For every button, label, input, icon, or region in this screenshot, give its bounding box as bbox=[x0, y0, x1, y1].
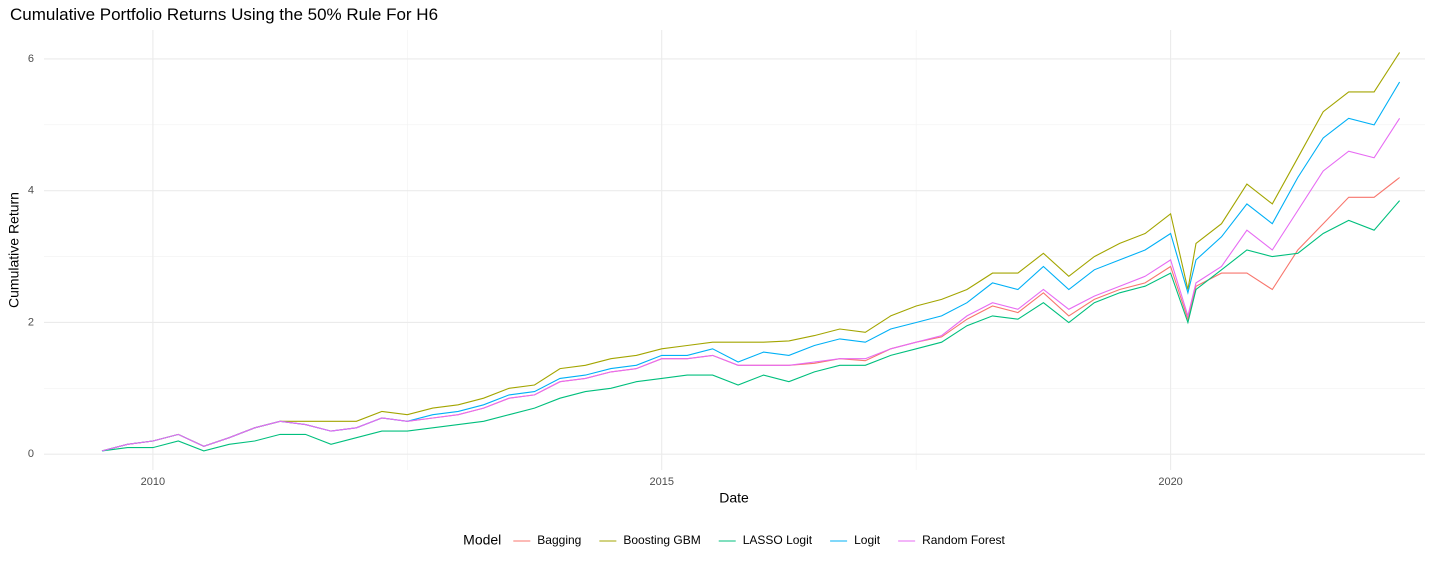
y-axis-title: Cumulative Return bbox=[6, 192, 22, 308]
x-tick-label: 2015 bbox=[649, 476, 673, 488]
chart-title: Cumulative Portfolio Returns Using the 5… bbox=[10, 5, 438, 24]
legend-label: Random Forest bbox=[922, 533, 1005, 547]
legend: Model Bagging Boosting GBM LASSO Logit Logit… bbox=[463, 532, 1005, 548]
legend-label: Boosting GBM bbox=[623, 533, 700, 547]
legend-title: Model bbox=[463, 532, 501, 548]
x-tick-label: 2010 bbox=[141, 476, 165, 488]
series-line bbox=[101, 81, 1401, 452]
x-axis-title: Date bbox=[719, 490, 749, 506]
series-line bbox=[101, 52, 1401, 452]
x-tick-label: 2020 bbox=[1158, 476, 1182, 488]
y-tick-label: 0 bbox=[28, 448, 34, 460]
legend-label: Logit bbox=[854, 533, 881, 547]
series-line bbox=[101, 118, 1401, 452]
grid bbox=[44, 30, 1425, 470]
legend-label: LASSO Logit bbox=[743, 533, 813, 547]
legend-label: Bagging bbox=[537, 533, 581, 547]
y-tick-label: 4 bbox=[28, 185, 34, 197]
series-line bbox=[101, 200, 1401, 452]
y-tick-label: 6 bbox=[28, 53, 34, 65]
y-tick-label: 2 bbox=[28, 316, 34, 328]
series-line bbox=[101, 177, 1400, 452]
